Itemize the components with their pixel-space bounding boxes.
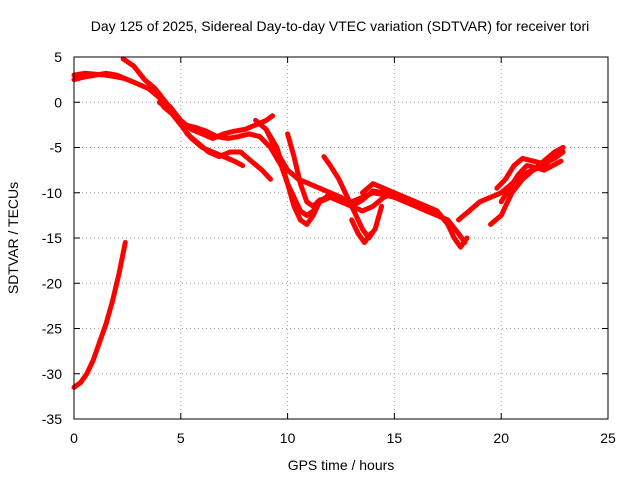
series-line-sat-e <box>161 104 333 218</box>
series-line-sat-q <box>71 240 128 390</box>
series-line-sat-c <box>120 56 273 182</box>
x-tick-label: 20 <box>493 430 509 446</box>
series-line-sat-a <box>71 70 276 141</box>
series-line-sat-g <box>263 126 397 227</box>
y-tick-label: 5 <box>54 49 62 65</box>
y-axis-label: SDTVAR / TECUs <box>5 182 21 294</box>
series-line-sat-l <box>391 194 468 245</box>
x-tick-label: 0 <box>70 430 78 446</box>
grid <box>74 57 608 419</box>
ticks <box>73 56 609 420</box>
y-tick-label: -20 <box>42 275 62 291</box>
series-line-sat-k <box>359 181 470 250</box>
y-tick-label: -30 <box>42 366 62 382</box>
x-tick-label: 10 <box>280 430 296 446</box>
y-tick-label: -5 <box>50 140 63 156</box>
x-tick-labels: 0 5 10 15 20 25 <box>70 430 616 446</box>
x-axis-label: GPS time / hours <box>288 457 395 473</box>
y-tick-label: -25 <box>42 321 62 337</box>
chart-title: Day 125 of 2025, Sidereal Day-to-day VTE… <box>91 18 590 34</box>
y-tick-labels: -35 -30 -25 -20 -15 -10 -5 0 5 <box>42 49 62 427</box>
series-line-sat-i <box>321 154 385 241</box>
series-line-sat-o <box>494 149 566 191</box>
x-tick-label: 25 <box>600 430 616 446</box>
y-tick-label: 0 <box>54 94 62 110</box>
y-tick-label: -35 <box>42 411 62 427</box>
x-tick-label: 15 <box>387 430 403 446</box>
y-tick-label: -10 <box>42 185 62 201</box>
x-tick-label: 5 <box>177 430 185 446</box>
series-line-sat-b <box>71 70 128 82</box>
series-line-sat-p <box>498 158 564 205</box>
series-line-sat-h <box>285 131 419 209</box>
series-line-sat-j <box>349 217 374 245</box>
series-group <box>71 56 566 390</box>
y-tick-label: -15 <box>42 230 62 246</box>
